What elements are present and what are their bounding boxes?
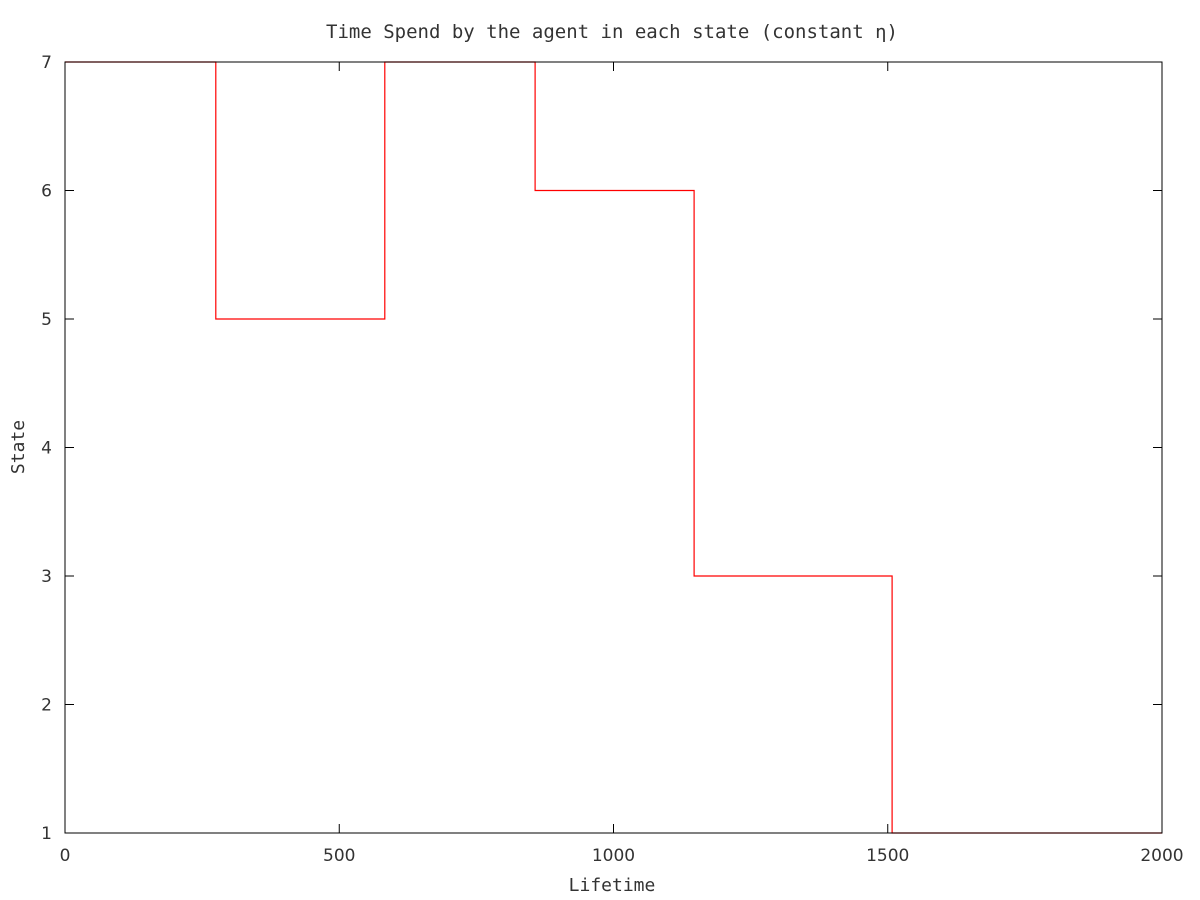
plot-area — [65, 61, 1162, 834]
y-tick-label: 5 — [41, 310, 52, 330]
x-tick-label: 1500 — [866, 846, 909, 866]
x-tick-label: 500 — [323, 846, 355, 866]
y-tick-label: 4 — [41, 439, 52, 459]
series-line — [65, 61, 1162, 834]
plot-frame — [64, 61, 1163, 834]
y-tick-label: 7 — [41, 53, 52, 73]
chart-title: Time Spend by the agent in each state (c… — [326, 21, 898, 43]
y-tick-label: 2 — [41, 696, 52, 716]
x-tick-label: 0 — [60, 846, 71, 866]
axis-ticks: 0 500 1000 1500 2000 1 2 3 4 5 6 7 — [41, 53, 1183, 866]
y-tick-label: 6 — [41, 182, 52, 202]
y-axis-label: State — [8, 420, 29, 474]
y-tick-label: 3 — [41, 567, 52, 587]
x-axis-label: Lifetime — [569, 875, 656, 896]
x-tick-label: 2000 — [1140, 846, 1183, 866]
y-tick-label: 1 — [41, 824, 52, 844]
x-tick-label: 1000 — [592, 846, 635, 866]
